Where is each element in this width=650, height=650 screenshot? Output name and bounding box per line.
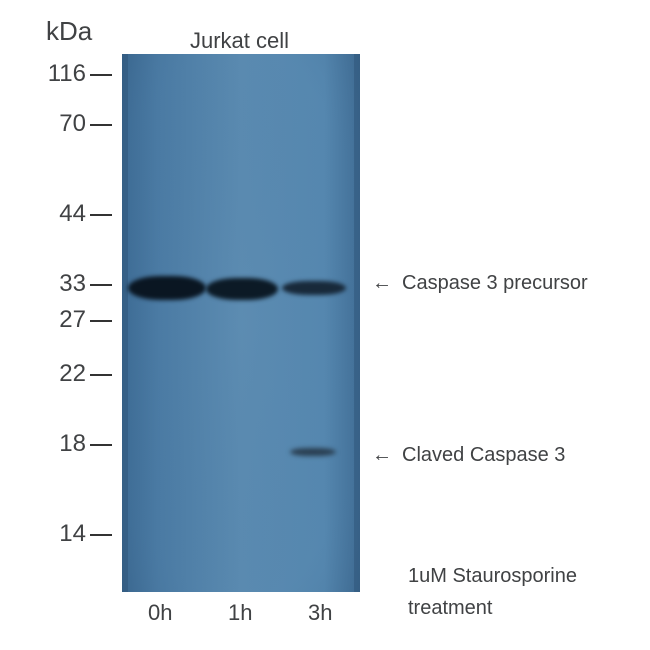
tick-label: 18 (38, 430, 86, 458)
tick-label: 44 (38, 200, 86, 228)
tick-mark (90, 374, 112, 376)
lane-label-0h: 0h (148, 600, 172, 626)
annotation-precursor: Caspase 3 precursor (402, 272, 588, 295)
axis-unit-label: kDa (46, 16, 92, 47)
band-precursor-0h (128, 276, 206, 300)
annotation-cleaved: Claved Caspase 3 (402, 444, 565, 467)
figure-root: kDa 116 70 44 33 27 22 18 14 Jurkat cell (20, 12, 630, 638)
sample-header-label: Jurkat cell (190, 28, 289, 54)
tick-label: 27 (38, 306, 86, 334)
tick-label: 22 (38, 360, 86, 388)
treatment-line1: 1uM Staurosporine (408, 560, 577, 592)
arrow-left-icon: ← (372, 272, 392, 295)
tick-label: 70 (38, 110, 86, 138)
tick-mark (90, 214, 112, 216)
tick-mark (90, 534, 112, 536)
treatment-label: 1uM Staurosporine treatment (408, 560, 577, 624)
tick-label: 33 (38, 270, 86, 298)
blot-background (122, 54, 360, 592)
tick-mark (90, 444, 112, 446)
tick-label: 14 (38, 520, 86, 548)
tick-mark (90, 320, 112, 322)
band-precursor-1h (206, 278, 278, 300)
lane-label-3h: 3h (308, 600, 332, 626)
band-cleaved-3h (290, 448, 336, 456)
band-precursor-3h (282, 281, 346, 295)
blot-membrane (122, 54, 360, 592)
tick-mark (90, 124, 112, 126)
tick-mark (90, 284, 112, 286)
arrow-left-icon: ← (372, 444, 392, 467)
treatment-line2: treatment (408, 592, 577, 624)
lane-label-1h: 1h (228, 600, 252, 626)
tick-label: 116 (38, 60, 86, 88)
tick-mark (90, 74, 112, 76)
